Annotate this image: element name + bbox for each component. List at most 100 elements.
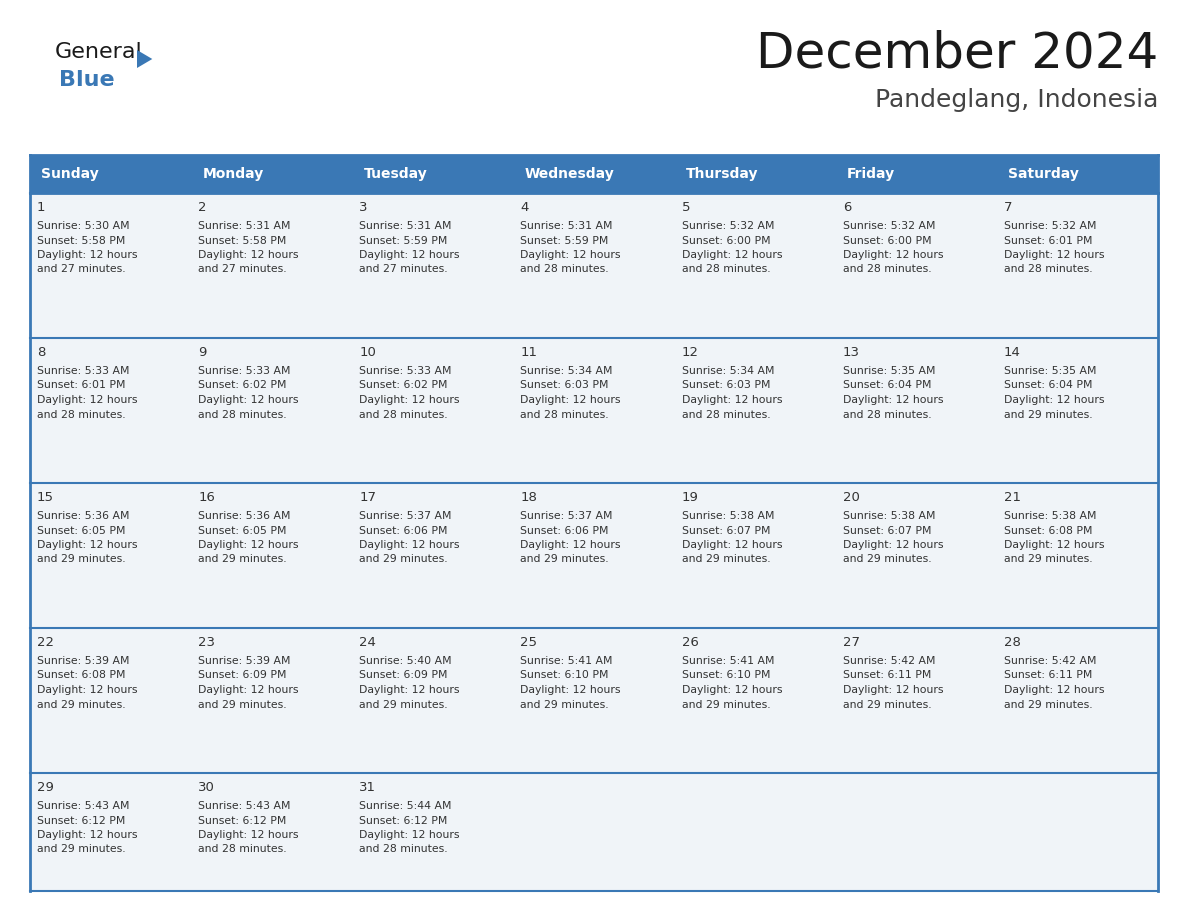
Text: Sunset: 5:58 PM: Sunset: 5:58 PM: [37, 236, 126, 245]
Text: Sunset: 5:59 PM: Sunset: 5:59 PM: [359, 236, 448, 245]
Text: 6: 6: [842, 201, 851, 214]
Text: Daylight: 12 hours: Daylight: 12 hours: [37, 250, 138, 260]
Text: Sunset: 6:07 PM: Sunset: 6:07 PM: [842, 525, 931, 535]
Text: Daylight: 12 hours: Daylight: 12 hours: [842, 395, 943, 405]
Text: Sunset: 5:59 PM: Sunset: 5:59 PM: [520, 236, 608, 245]
Bar: [191, 155, 353, 193]
Text: Daylight: 12 hours: Daylight: 12 hours: [842, 685, 943, 695]
Text: 23: 23: [198, 636, 215, 649]
Text: and 27 minutes.: and 27 minutes.: [198, 264, 286, 274]
Text: Sunrise: 5:39 AM: Sunrise: 5:39 AM: [198, 656, 291, 666]
Bar: [513, 155, 675, 193]
Text: 27: 27: [842, 636, 860, 649]
Text: Sunrise: 5:37 AM: Sunrise: 5:37 AM: [520, 511, 613, 521]
Text: 3: 3: [359, 201, 368, 214]
Text: and 28 minutes.: and 28 minutes.: [842, 264, 931, 274]
Text: Sunset: 6:01 PM: Sunset: 6:01 PM: [37, 380, 126, 390]
Bar: [191, 628, 353, 773]
Text: Daylight: 12 hours: Daylight: 12 hours: [198, 395, 298, 405]
Text: Sunset: 6:10 PM: Sunset: 6:10 PM: [520, 670, 609, 680]
Text: 4: 4: [520, 201, 529, 214]
Text: Pandeglang, Indonesia: Pandeglang, Indonesia: [874, 88, 1158, 112]
Text: Sunset: 6:03 PM: Sunset: 6:03 PM: [520, 380, 609, 390]
Bar: [835, 483, 997, 628]
Text: Sunset: 6:12 PM: Sunset: 6:12 PM: [359, 815, 448, 825]
Text: 1: 1: [37, 201, 45, 214]
Text: Daylight: 12 hours: Daylight: 12 hours: [1004, 250, 1105, 260]
Text: Daylight: 12 hours: Daylight: 12 hours: [37, 830, 138, 840]
Bar: [513, 773, 675, 891]
Text: 16: 16: [198, 491, 215, 504]
Text: and 28 minutes.: and 28 minutes.: [1004, 264, 1093, 274]
Text: and 29 minutes.: and 29 minutes.: [37, 700, 126, 710]
Text: and 27 minutes.: and 27 minutes.: [37, 264, 126, 274]
Text: 18: 18: [520, 491, 537, 504]
Text: 9: 9: [198, 346, 207, 359]
Text: Sunset: 6:00 PM: Sunset: 6:00 PM: [842, 236, 931, 245]
Bar: [513, 628, 675, 773]
Text: Tuesday: Tuesday: [364, 167, 428, 181]
Text: Sunrise: 5:44 AM: Sunrise: 5:44 AM: [359, 801, 451, 811]
Text: December 2024: December 2024: [756, 30, 1158, 78]
Text: Sunrise: 5:38 AM: Sunrise: 5:38 AM: [1004, 511, 1097, 521]
Text: Sunset: 6:05 PM: Sunset: 6:05 PM: [37, 525, 126, 535]
Text: Saturday: Saturday: [1009, 167, 1079, 181]
Text: Daylight: 12 hours: Daylight: 12 hours: [842, 250, 943, 260]
Text: Daylight: 12 hours: Daylight: 12 hours: [359, 250, 460, 260]
Text: Sunset: 6:12 PM: Sunset: 6:12 PM: [198, 815, 286, 825]
Text: Sunrise: 5:34 AM: Sunrise: 5:34 AM: [682, 366, 775, 376]
Bar: [997, 773, 1158, 891]
Text: 20: 20: [842, 491, 860, 504]
Text: Sunset: 6:09 PM: Sunset: 6:09 PM: [198, 670, 286, 680]
Bar: [835, 773, 997, 891]
Text: and 29 minutes.: and 29 minutes.: [520, 554, 609, 565]
Text: 28: 28: [1004, 636, 1020, 649]
Bar: [675, 338, 835, 483]
Text: 22: 22: [37, 636, 53, 649]
Bar: [835, 338, 997, 483]
Text: 14: 14: [1004, 346, 1020, 359]
Text: Sunrise: 5:41 AM: Sunrise: 5:41 AM: [520, 656, 613, 666]
Text: Daylight: 12 hours: Daylight: 12 hours: [198, 830, 298, 840]
Text: Sunset: 6:01 PM: Sunset: 6:01 PM: [1004, 236, 1092, 245]
Bar: [30, 155, 191, 193]
Text: Sunrise: 5:38 AM: Sunrise: 5:38 AM: [682, 511, 775, 521]
Text: and 29 minutes.: and 29 minutes.: [37, 845, 126, 855]
Text: and 28 minutes.: and 28 minutes.: [842, 409, 931, 420]
Text: and 27 minutes.: and 27 minutes.: [359, 264, 448, 274]
Bar: [675, 628, 835, 773]
Text: and 28 minutes.: and 28 minutes.: [359, 409, 448, 420]
Bar: [30, 338, 191, 483]
Text: 12: 12: [682, 346, 699, 359]
Text: 2: 2: [198, 201, 207, 214]
Text: Sunrise: 5:38 AM: Sunrise: 5:38 AM: [842, 511, 935, 521]
Text: Sunset: 6:03 PM: Sunset: 6:03 PM: [682, 380, 770, 390]
Text: and 28 minutes.: and 28 minutes.: [520, 264, 609, 274]
Bar: [191, 773, 353, 891]
Bar: [675, 483, 835, 628]
Text: and 29 minutes.: and 29 minutes.: [520, 700, 609, 710]
Text: 26: 26: [682, 636, 699, 649]
Text: and 29 minutes.: and 29 minutes.: [359, 554, 448, 565]
Text: and 29 minutes.: and 29 minutes.: [682, 554, 770, 565]
Text: Daylight: 12 hours: Daylight: 12 hours: [1004, 685, 1105, 695]
Text: Sunset: 6:12 PM: Sunset: 6:12 PM: [37, 815, 126, 825]
Bar: [997, 483, 1158, 628]
Text: and 28 minutes.: and 28 minutes.: [682, 409, 770, 420]
Bar: [353, 193, 513, 338]
Text: 10: 10: [359, 346, 377, 359]
Text: Daylight: 12 hours: Daylight: 12 hours: [1004, 395, 1105, 405]
Text: Sunrise: 5:36 AM: Sunrise: 5:36 AM: [37, 511, 129, 521]
Text: and 28 minutes.: and 28 minutes.: [37, 409, 126, 420]
Text: Daylight: 12 hours: Daylight: 12 hours: [37, 395, 138, 405]
Text: Monday: Monday: [202, 167, 264, 181]
Text: Sunset: 6:06 PM: Sunset: 6:06 PM: [359, 525, 448, 535]
Bar: [675, 773, 835, 891]
Text: Daylight: 12 hours: Daylight: 12 hours: [842, 540, 943, 550]
Text: and 29 minutes.: and 29 minutes.: [359, 700, 448, 710]
Text: and 29 minutes.: and 29 minutes.: [1004, 554, 1093, 565]
Text: 30: 30: [198, 781, 215, 794]
Text: Sunset: 6:11 PM: Sunset: 6:11 PM: [1004, 670, 1092, 680]
Text: 13: 13: [842, 346, 860, 359]
Text: Daylight: 12 hours: Daylight: 12 hours: [682, 250, 782, 260]
